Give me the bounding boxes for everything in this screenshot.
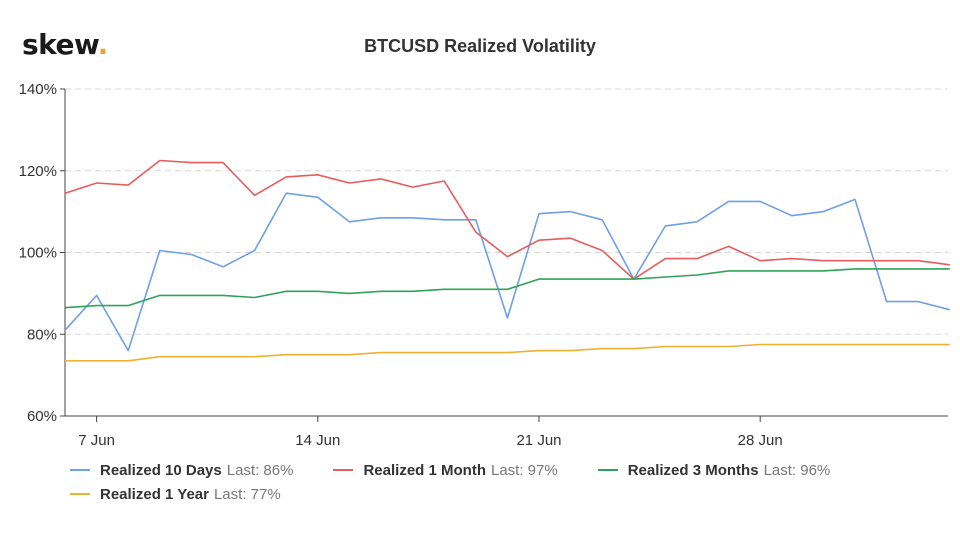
series-line-realized-1-year bbox=[65, 343, 950, 362]
legend-series-name: Realized 1 Year bbox=[100, 485, 209, 503]
logo-dot: . bbox=[97, 28, 109, 61]
legend-item[interactable]: Realized 3 Months Last: 96% bbox=[597, 461, 831, 479]
logo-text: skew bbox=[22, 28, 98, 61]
legend-swatch bbox=[70, 469, 90, 471]
legend-last-value: Last: 97% bbox=[490, 461, 558, 479]
series-lines bbox=[64, 159, 950, 362]
grid-lines bbox=[65, 88, 948, 335]
x-tick-label: 21 Jun bbox=[516, 432, 561, 449]
legend-row: Realized 10 Days Last: 86% Realized 1 Mont… bbox=[70, 458, 950, 482]
y-tick-label: 60% bbox=[27, 408, 57, 425]
legend-swatch bbox=[597, 469, 618, 471]
y-tick-label: 120% bbox=[19, 163, 57, 180]
legend-series-name: Realized 3 Months bbox=[627, 461, 759, 479]
legend-swatch bbox=[333, 469, 354, 471]
legend-item[interactable]: Realized 10 Days Last: 86% bbox=[70, 462, 293, 479]
x-tick-label: 28 Jun bbox=[738, 432, 783, 449]
legend-row: Realized 1 Year Last: 77% bbox=[70, 482, 950, 506]
legend-last-value: Last: 86% bbox=[226, 461, 294, 479]
legend-swatch bbox=[70, 493, 90, 495]
x-tick-label: 14 Jun bbox=[295, 432, 340, 449]
series-line-realized-3-months bbox=[64, 268, 950, 309]
legend-last-value: Last: 77% bbox=[213, 485, 281, 503]
y-tick-label: 100% bbox=[19, 245, 57, 262]
chart-legend: Realized 10 Days Last: 86% Realized 1 Mont… bbox=[70, 458, 950, 506]
series-line-realized-1-month bbox=[64, 159, 950, 280]
y-axis-ticks: 60% 80% 100% 120% 140% bbox=[19, 81, 65, 425]
y-tick-label: 140% bbox=[19, 81, 57, 98]
legend-last-value: Last: 96% bbox=[763, 461, 831, 479]
y-tick-label: 80% bbox=[27, 326, 57, 343]
x-axis-ticks: 7 Jun 14 Jun 21 Jun 28 Jun bbox=[78, 416, 783, 449]
chart-title: BTCUSD Realized Volatility bbox=[364, 36, 596, 56]
legend-item[interactable]: Realized 1 Year Last: 77% bbox=[70, 486, 281, 503]
legend-series-name: Realized 1 Month bbox=[363, 461, 486, 479]
skew-logo: skew. bbox=[22, 28, 108, 61]
series-line-realized-10-days bbox=[64, 192, 950, 352]
x-tick-label: 7 Jun bbox=[78, 432, 115, 449]
legend-series-name: Realized 10 Days bbox=[100, 461, 222, 479]
legend-item[interactable]: Realized 1 Month Last: 97% bbox=[333, 461, 558, 479]
